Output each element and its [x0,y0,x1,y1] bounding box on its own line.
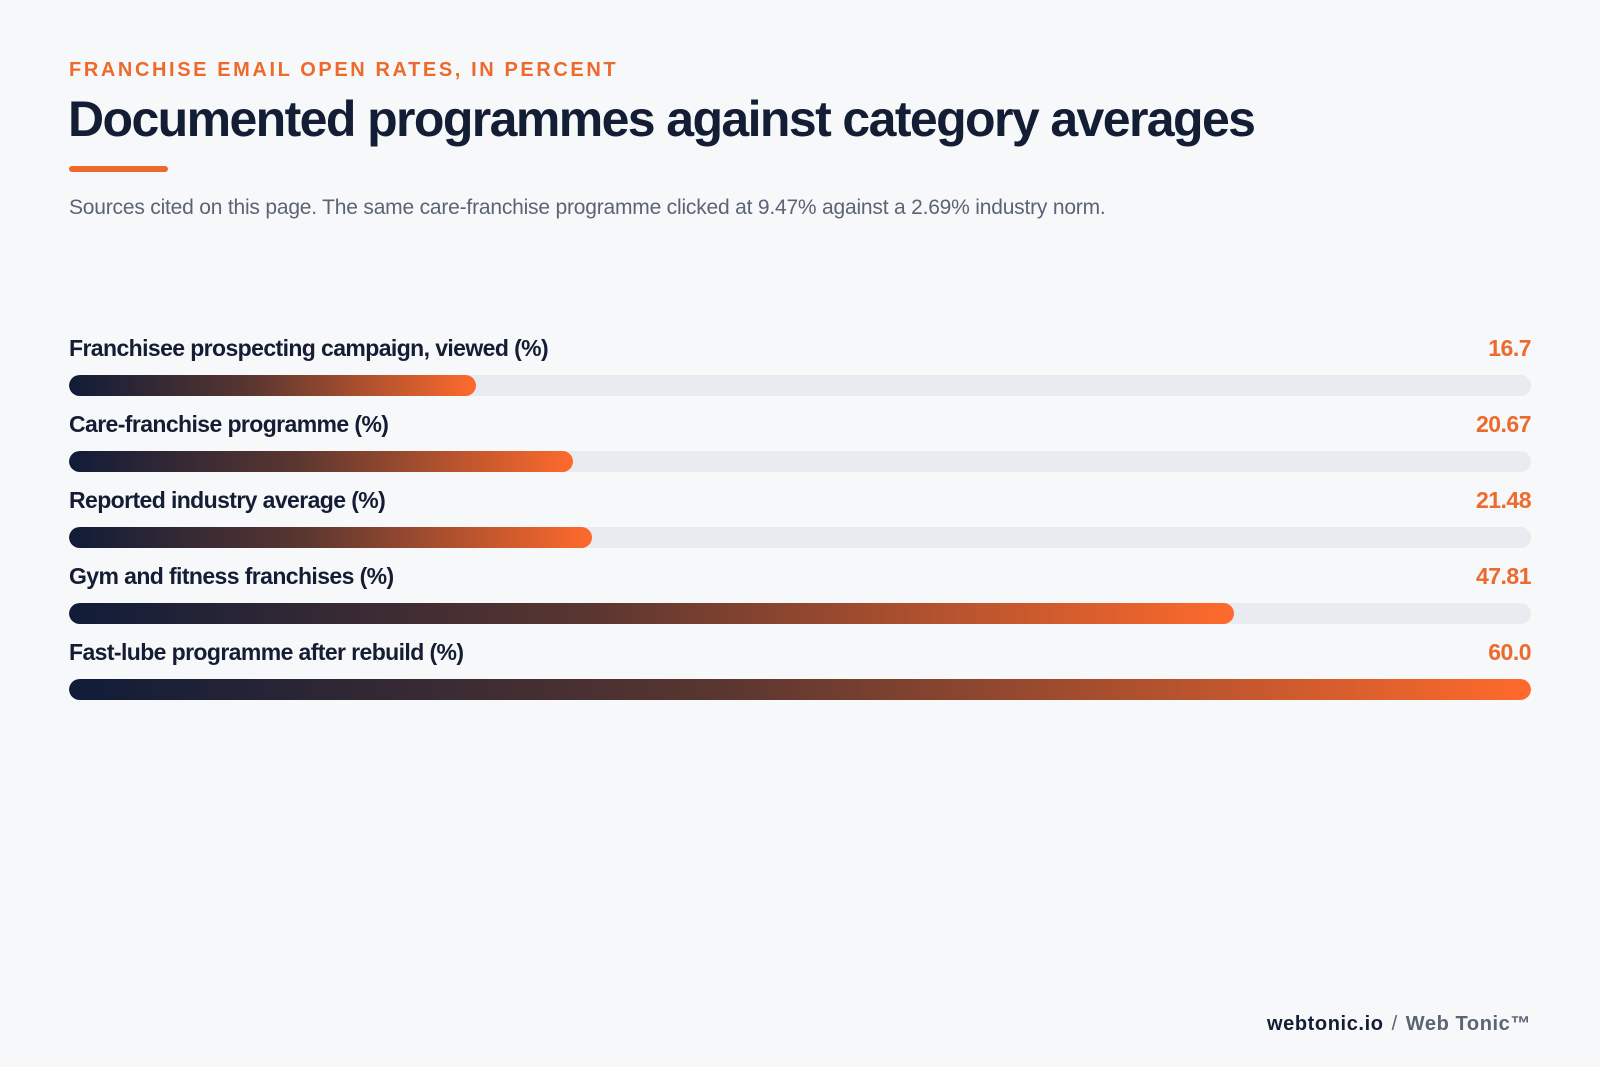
bar-label: Franchisee prospecting campaign, viewed … [69,335,549,361]
title-underline [69,166,168,172]
chart-kicker: FRANCHISE EMAIL OPEN RATES, IN PERCENT [69,59,619,81]
bar [69,527,592,548]
bar-value-label: 16.7 [1488,335,1531,361]
footer-credit: webtonic.io / Web Tonic™ [1267,1013,1531,1036]
bar-value-label: 21.48 [1475,487,1532,513]
bar-row: Care-franchise programme (%) 20.67 [69,411,1532,475]
footer-brand: Web Tonic™ [1405,1013,1531,1035]
bar [69,375,476,396]
bar-row: Franchisee prospecting campaign, viewed … [69,335,1531,399]
bar-row: Gym and fitness franchises (%) 47.81 [69,563,1532,627]
bar-label: Fast-lube programme after rebuild (%) [69,639,464,665]
bar-row: Fast-lube programme after rebuild (%) 60.… [69,639,1531,703]
chart-title: Documented programmes against category a… [68,91,1256,147]
chart-subtitle: Sources cited on this page. The same car… [69,196,1106,219]
bar-track [69,375,1531,396]
bar [69,451,573,472]
bar-value-label: 47.81 [1475,563,1532,589]
bar-label: Care-franchise programme (%) [69,411,389,437]
bar-row: Reported industry average (%) 21.48 [69,487,1532,551]
bar-label: Gym and fitness franchises (%) [69,563,394,589]
bar [69,603,1234,624]
bar-value-label: 20.67 [1475,411,1532,437]
footer-separator: / [1391,1013,1398,1035]
bar-value-label: 60.0 [1488,639,1531,665]
bar-track [69,603,1531,624]
bar-track [69,451,1531,472]
footer-site: webtonic.io [1266,1013,1384,1035]
bar-track [69,679,1531,700]
bar-label: Reported industry average (%) [69,487,386,513]
bar-track [69,527,1531,548]
bar [69,679,1531,700]
